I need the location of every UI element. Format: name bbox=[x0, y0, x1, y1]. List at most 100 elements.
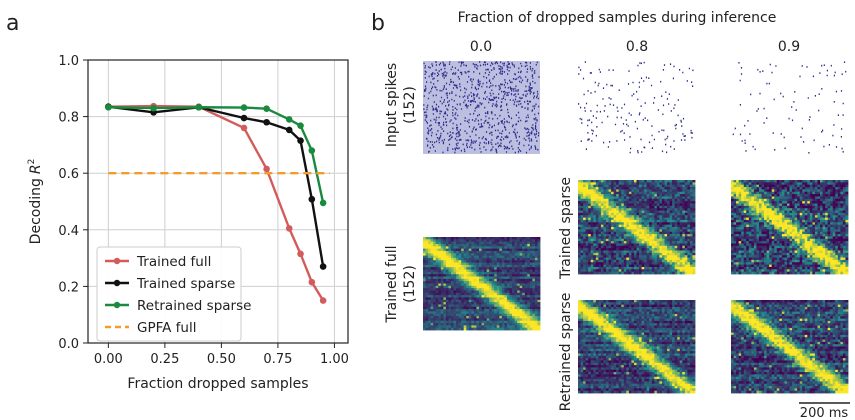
heatmap-cell bbox=[684, 245, 688, 249]
heatmap-cell bbox=[613, 215, 617, 218]
heatmap-cell bbox=[639, 184, 642, 188]
heatmap-cell bbox=[456, 250, 460, 254]
heatmap-cell bbox=[496, 309, 500, 312]
heatmap-cell bbox=[672, 255, 676, 258]
heatmap-cell bbox=[445, 255, 449, 259]
heatmap-cell bbox=[761, 234, 765, 237]
heatmap-cell bbox=[812, 238, 816, 242]
heatmap-cell bbox=[809, 229, 813, 233]
heatmap-cell bbox=[534, 260, 538, 263]
heatmap-cell bbox=[766, 184, 770, 188]
heatmap-cell bbox=[677, 257, 681, 261]
heatmap-cell bbox=[771, 182, 775, 186]
heatmap-cell bbox=[646, 243, 650, 247]
heatmap-cell bbox=[514, 327, 518, 331]
heatmap-cell bbox=[651, 236, 655, 240]
heatmap-cell bbox=[817, 201, 821, 204]
heatmap-cell bbox=[684, 252, 688, 256]
heatmap-cell bbox=[656, 250, 660, 254]
heatmap-cell bbox=[748, 241, 752, 244]
heatmap-cell bbox=[435, 276, 439, 280]
heatmap-cell bbox=[585, 231, 589, 235]
heatmap-cell bbox=[600, 234, 604, 237]
heatmap-cell bbox=[799, 215, 803, 218]
heatmap-cell bbox=[649, 187, 653, 190]
heatmap-cell bbox=[644, 236, 648, 240]
heatmap-cell bbox=[458, 285, 462, 289]
heatmap-cell bbox=[774, 210, 778, 214]
heatmap-cell bbox=[580, 257, 584, 261]
heatmap-cell bbox=[661, 250, 665, 254]
heatmap-cell bbox=[603, 255, 607, 258]
heatmap-cell bbox=[496, 260, 500, 263]
heatmap-cell bbox=[468, 248, 472, 252]
heatmap-cell bbox=[534, 318, 538, 322]
heatmap-cell bbox=[621, 234, 625, 237]
heatmap-cell bbox=[738, 219, 742, 223]
heatmap-cell bbox=[532, 250, 536, 254]
heatmap-cell bbox=[626, 252, 630, 256]
heatmap-cell bbox=[654, 208, 658, 211]
heatmap-cell bbox=[621, 205, 625, 209]
heatmap-cell bbox=[682, 269, 686, 273]
heatmap-cell bbox=[766, 217, 770, 221]
heatmap-cell bbox=[603, 189, 607, 193]
heatmap-cell bbox=[534, 267, 538, 270]
heatmap-cell bbox=[636, 215, 640, 218]
heatmap-cell bbox=[481, 295, 485, 298]
heatmap-cell bbox=[842, 238, 846, 242]
heatmap-cell bbox=[626, 255, 630, 258]
heatmap-cell bbox=[616, 243, 620, 247]
heatmap-cell bbox=[769, 196, 773, 200]
heatmap-cell bbox=[578, 217, 581, 221]
heatmap-cell bbox=[476, 239, 480, 243]
heatmap-cell bbox=[593, 229, 597, 233]
heatmap-cell bbox=[499, 290, 503, 294]
heatmap-cell bbox=[473, 285, 477, 289]
heatmap-cell bbox=[646, 229, 650, 233]
heatmap-cell bbox=[746, 194, 750, 197]
heatmap-cell bbox=[425, 285, 429, 289]
heatmap-cell bbox=[751, 224, 755, 228]
heatmap-cell bbox=[537, 241, 541, 245]
heatmap-cell bbox=[448, 304, 452, 308]
heatmap-cell bbox=[639, 238, 642, 242]
heatmap-cell bbox=[781, 219, 785, 223]
heatmap-cell bbox=[443, 295, 447, 298]
heatmap-cell bbox=[764, 210, 768, 214]
heatmap-cell bbox=[682, 243, 686, 247]
heatmap-cell bbox=[486, 250, 490, 254]
heatmap-cell bbox=[578, 264, 581, 268]
heatmap-cell bbox=[527, 318, 531, 322]
heatmap-cell bbox=[687, 222, 691, 226]
heatmap-cell bbox=[641, 262, 645, 265]
heatmap-cell bbox=[458, 243, 462, 247]
heatmap-cell bbox=[476, 327, 480, 331]
heatmap-cell bbox=[473, 276, 477, 280]
heatmap-cell bbox=[423, 264, 426, 268]
heatmap-cell bbox=[822, 238, 826, 242]
heatmap-cell bbox=[616, 208, 620, 211]
heatmap-cell bbox=[832, 194, 836, 197]
heatmap-cell bbox=[458, 260, 462, 263]
heatmap-cell bbox=[522, 283, 526, 287]
column-label-2: 0.9 bbox=[778, 39, 800, 55]
heatmap-cell bbox=[651, 250, 655, 254]
heatmap-cell bbox=[578, 229, 581, 233]
heatmap-cell bbox=[443, 327, 447, 331]
heatmap-cell bbox=[692, 227, 696, 230]
heatmap-cell bbox=[484, 271, 487, 275]
heatmap-cell bbox=[598, 189, 602, 193]
heatmap-cell bbox=[509, 292, 513, 296]
heatmap-cell bbox=[580, 236, 584, 240]
heatmap-cell bbox=[830, 208, 834, 211]
heatmap-cell bbox=[661, 238, 665, 242]
heatmap-cell bbox=[583, 248, 587, 251]
heatmap-cell bbox=[687, 259, 691, 263]
heatmap-cell bbox=[684, 238, 688, 242]
heatmap-cell bbox=[491, 313, 495, 317]
heatmap-cell bbox=[605, 180, 609, 183]
heatmap-cell bbox=[499, 316, 503, 319]
heatmap-cell bbox=[845, 196, 849, 200]
heatmap-cell bbox=[659, 229, 663, 233]
